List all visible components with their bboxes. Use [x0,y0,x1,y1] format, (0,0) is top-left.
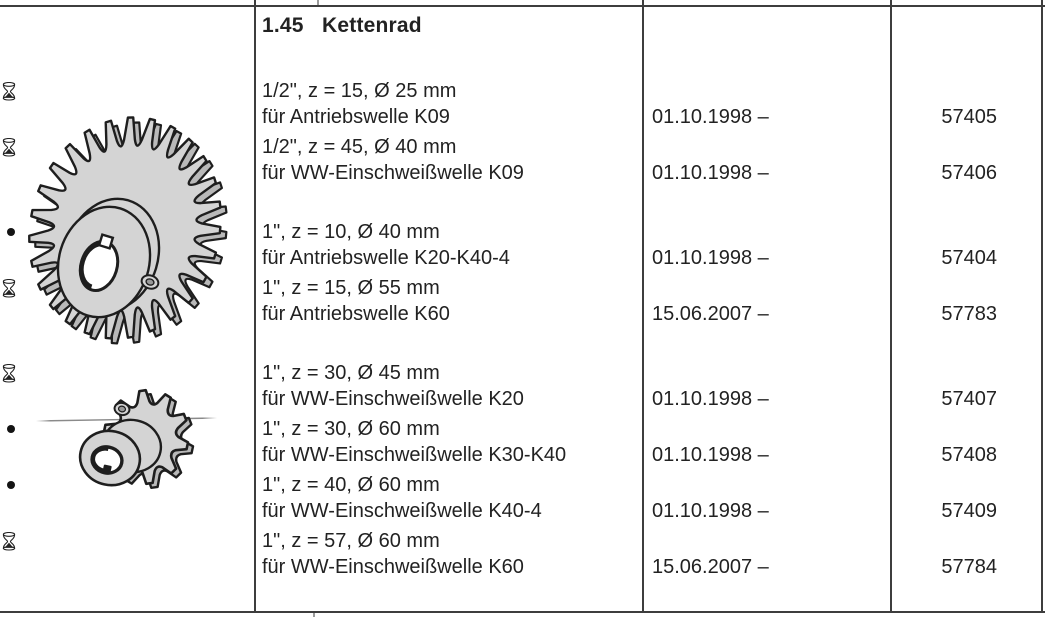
hourglass-icon [2,278,16,298]
hub-bore-keyway [90,445,124,475]
hub-set-screw [140,274,160,290]
hub-bore-keyway [78,233,120,292]
hourglass-icon [2,137,16,157]
large-sprocket-illustration [0,88,255,373]
table-divider-date-part [890,0,892,613]
hub-set-screw [113,401,131,417]
spec-line: 1", z = 15, Ø 55 mm [262,277,440,299]
adjacent-section-line-bottom [313,613,315,617]
part-number: 57784 [941,556,997,578]
dot-icon [0,228,15,236]
application-line: für WW-Einschweißwelle K30-K40 [262,444,567,466]
part-number: 57404 [941,247,997,269]
table-border-right [1041,0,1043,613]
application-line: für WW-Einschweißwelle K20 [262,388,524,410]
table-row: 1", z = 30, Ø 60 mm für WW-Einschweißwel… [0,416,1045,470]
section-name: Kettenrad [322,14,422,37]
spec-line: 1", z = 57, Ø 60 mm [262,530,440,552]
application-line: für WW-Einschweißwelle K60 [262,556,524,578]
adjacent-section-line-top [317,0,319,5]
table-row: 1", z = 10, Ø 40 mm für Antriebswelle K2… [0,219,1045,273]
valid-from-date: 01.10.1998 – [652,388,769,410]
table-border-top [0,5,1045,7]
small-sprocket-illustration [35,378,218,500]
part-number: 57409 [941,500,997,522]
part-number: 57407 [941,388,997,410]
spec-line: 1/2", z = 15, Ø 25 mm [262,80,457,102]
sprocket-hub [78,401,163,487]
part-number: 57783 [941,303,997,325]
valid-from-date: 15.06.2007 – [652,556,769,578]
application-line: für WW-Einschweißwelle K40-4 [262,500,542,522]
table-row: 1", z = 40, Ø 60 mm für WW-Einschweißwel… [0,472,1045,526]
spec-line: 1/2", z = 45, Ø 40 mm [262,136,457,158]
dot-icon [0,425,15,433]
sprocket-hub [56,197,161,319]
part-number: 57406 [941,162,997,184]
application-line: für Antriebswelle K09 [262,106,450,128]
table-divider-desc-date [642,0,644,613]
spec-line: 1", z = 30, Ø 60 mm [262,418,440,440]
spec-line: 1", z = 10, Ø 40 mm [262,221,440,243]
application-line: für WW-Einschweißwelle K09 [262,162,524,184]
table-row: 1", z = 57, Ø 60 mm für WW-Einschweißwel… [0,528,1045,582]
spec-line: 1", z = 40, Ø 60 mm [262,474,440,496]
table-row: 1", z = 30, Ø 45 mm für WW-Einschweißwel… [0,360,1045,414]
spec-line: 1", z = 30, Ø 45 mm [262,362,440,384]
hourglass-icon [2,81,16,101]
part-number: 57408 [941,444,997,466]
application-line: für Antriebswelle K60 [262,303,450,325]
dot-icon [0,481,15,489]
hourglass-icon [2,363,16,383]
valid-from-date: 01.10.1998 – [652,247,769,269]
valid-from-date: 01.10.1998 – [652,500,769,522]
valid-from-date: 01.10.1998 – [652,444,769,466]
valid-from-date: 15.06.2007 – [652,303,769,325]
valid-from-date: 01.10.1998 – [652,162,769,184]
part-number: 57405 [941,106,997,128]
hourglass-icon [2,531,16,551]
table-row: 1", z = 15, Ø 55 mm für Antriebswelle K6… [0,275,1045,329]
table-divider-image-desc [254,0,256,613]
table-row: 1/2", z = 45, Ø 40 mm für WW-Einschweißw… [0,134,1045,188]
valid-from-date: 01.10.1998 – [652,106,769,128]
section-number: 1.45 [262,14,304,37]
section-title: 1.45 Kettenrad [262,14,422,38]
table-border-bottom [0,611,1045,613]
table-row: 1/2", z = 15, Ø 25 mm für Antriebswelle … [0,78,1045,132]
application-line: für Antriebswelle K20-K40-4 [262,247,510,269]
